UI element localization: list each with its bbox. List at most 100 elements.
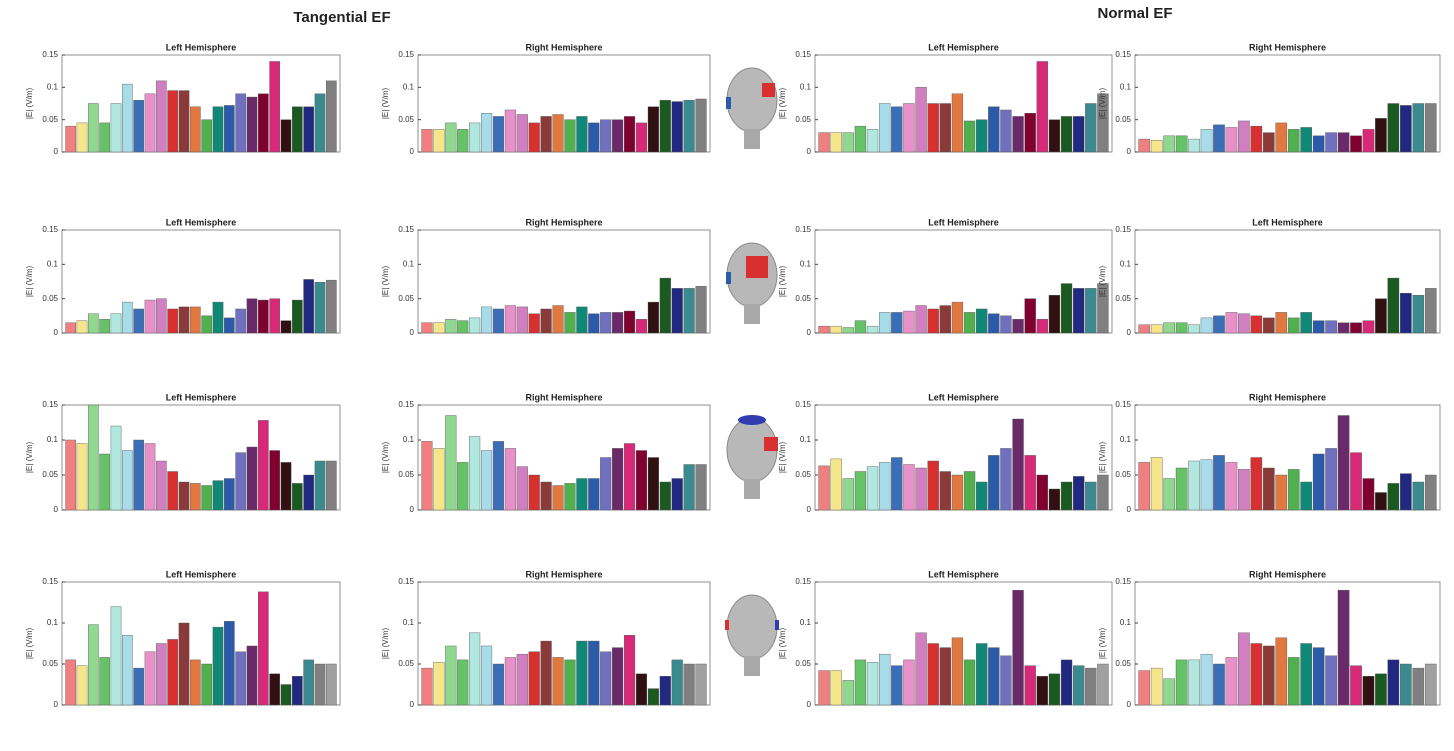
bar bbox=[133, 308, 144, 334]
bar bbox=[201, 663, 212, 706]
bar bbox=[190, 106, 201, 153]
bar bbox=[303, 106, 314, 153]
bar bbox=[540, 308, 552, 334]
bar bbox=[1424, 288, 1437, 334]
y-tick-label: 0 bbox=[54, 147, 59, 156]
bar bbox=[1400, 292, 1412, 334]
bar bbox=[1375, 673, 1387, 706]
bar bbox=[280, 462, 292, 511]
bar bbox=[1213, 455, 1225, 511]
bar bbox=[1287, 657, 1300, 706]
bar bbox=[879, 462, 891, 511]
bar bbox=[445, 122, 457, 153]
bar bbox=[1000, 315, 1012, 334]
bar bbox=[552, 305, 564, 334]
y-tick-label: 0.05 bbox=[795, 659, 811, 668]
bar bbox=[178, 622, 190, 706]
bar bbox=[1213, 663, 1225, 706]
y-tick-label: 0 bbox=[410, 328, 415, 337]
bar bbox=[144, 93, 156, 153]
y-tick-label: 0.1 bbox=[47, 618, 59, 627]
y-tick-label: 0.15 bbox=[398, 225, 414, 234]
y-axis-label: |E| (V/m) bbox=[778, 442, 787, 474]
bar bbox=[1024, 112, 1036, 153]
bar bbox=[1138, 670, 1151, 706]
bar bbox=[951, 474, 964, 511]
bar bbox=[552, 114, 564, 153]
bar bbox=[1362, 676, 1375, 706]
bar bbox=[1138, 138, 1151, 153]
bar bbox=[1200, 653, 1213, 706]
bar bbox=[144, 443, 156, 511]
y-tick-label: 0.15 bbox=[42, 400, 58, 409]
bar bbox=[927, 308, 939, 334]
bar bbox=[1060, 283, 1073, 334]
bar bbox=[866, 662, 879, 706]
bar bbox=[623, 635, 636, 706]
bar bbox=[963, 471, 976, 511]
bar bbox=[528, 474, 540, 511]
bar bbox=[659, 277, 671, 334]
y-tick-label: 0 bbox=[807, 700, 812, 709]
bar bbox=[469, 436, 481, 511]
y-tick-label: 0.1 bbox=[800, 82, 812, 91]
bar bbox=[1312, 453, 1325, 511]
bar bbox=[1362, 129, 1375, 153]
bar bbox=[156, 460, 167, 511]
plot-area bbox=[417, 404, 711, 511]
bar bbox=[178, 306, 190, 334]
bar bbox=[65, 439, 76, 511]
y-tick-label: 0 bbox=[807, 328, 812, 337]
bar bbox=[1337, 132, 1350, 153]
y-tick-label: 0.1 bbox=[403, 259, 415, 268]
plot-area bbox=[814, 229, 1113, 334]
bar bbox=[1163, 678, 1175, 706]
bar bbox=[190, 306, 201, 334]
bar bbox=[1263, 317, 1275, 334]
plot-area bbox=[1134, 404, 1441, 511]
bar bbox=[963, 120, 976, 153]
bar bbox=[1036, 676, 1048, 706]
bar bbox=[1337, 415, 1350, 511]
bar bbox=[1287, 317, 1300, 334]
bar bbox=[635, 319, 648, 334]
chart-title: Right Hemisphere bbox=[525, 569, 602, 579]
bar bbox=[492, 116, 505, 153]
chart-title: Left Hemisphere bbox=[928, 42, 999, 52]
bar bbox=[1362, 320, 1375, 334]
bar bbox=[1325, 655, 1337, 706]
bar bbox=[1400, 473, 1412, 511]
bar bbox=[854, 320, 867, 334]
bar bbox=[891, 665, 903, 706]
bar bbox=[671, 288, 683, 334]
y-tick-label: 0.15 bbox=[795, 50, 811, 59]
bar bbox=[695, 464, 707, 511]
plot-area bbox=[814, 404, 1113, 511]
bar bbox=[212, 106, 224, 153]
y-axis-label: |E| (V/m) bbox=[25, 88, 34, 120]
bar bbox=[1073, 665, 1085, 706]
bar bbox=[224, 317, 235, 334]
y-tick-label: 0.1 bbox=[800, 618, 812, 627]
bar bbox=[927, 460, 939, 511]
bar bbox=[445, 645, 457, 706]
bar bbox=[1412, 481, 1425, 511]
plot-area bbox=[1134, 54, 1441, 153]
chart-title: Left Hemisphere bbox=[166, 392, 237, 402]
bar bbox=[891, 312, 903, 334]
bar bbox=[951, 93, 964, 153]
chart-title: Left Hemisphere bbox=[1252, 217, 1323, 227]
y-tick-label: 0.05 bbox=[795, 115, 811, 124]
chart-title: Right Hemisphere bbox=[525, 392, 602, 402]
panel-header: Tangential EF bbox=[293, 9, 390, 26]
bar bbox=[99, 319, 110, 334]
head-icon bbox=[725, 594, 779, 676]
bar bbox=[1250, 315, 1263, 334]
bar bbox=[1350, 452, 1362, 511]
bar bbox=[695, 663, 707, 706]
bar bbox=[492, 441, 505, 511]
bar bbox=[65, 659, 76, 706]
bar bbox=[178, 90, 190, 153]
bar bbox=[178, 481, 190, 511]
bar bbox=[224, 105, 235, 153]
